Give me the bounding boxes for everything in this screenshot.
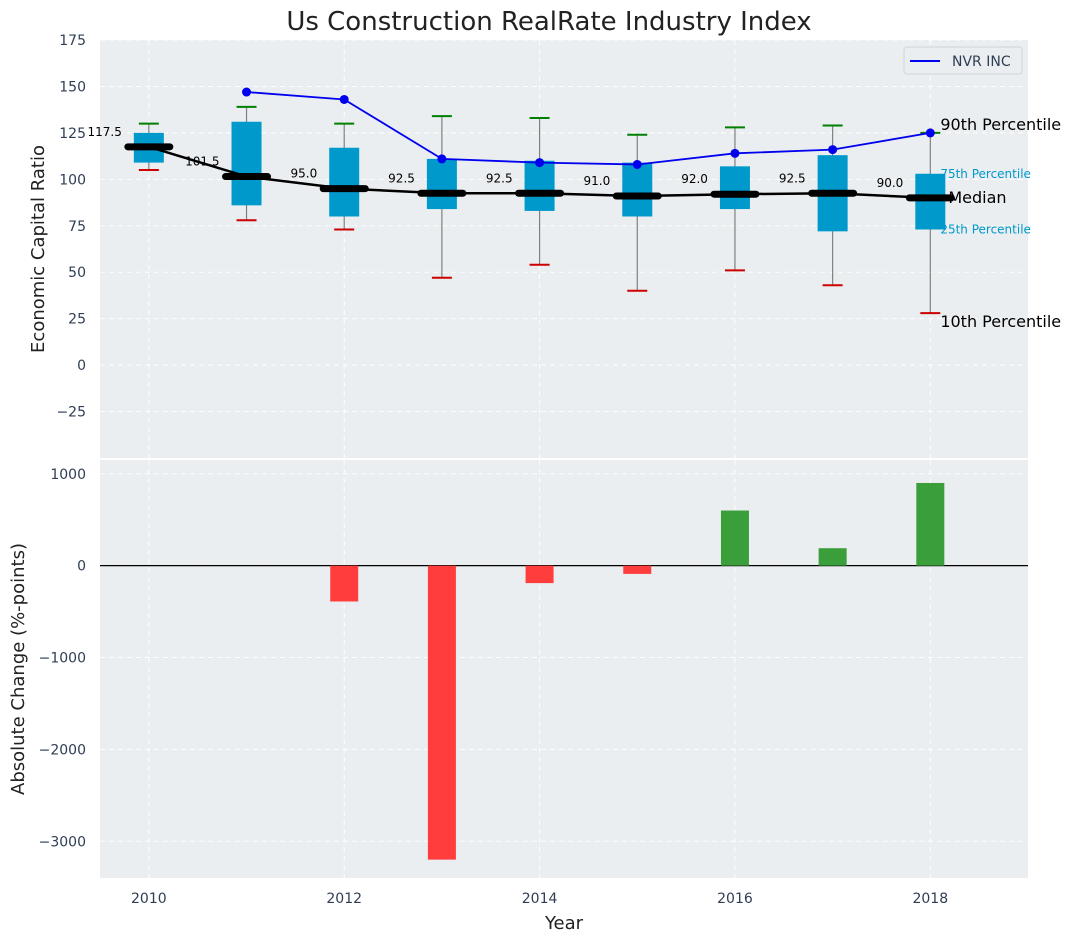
iqr-box — [231, 121, 262, 206]
iqr-box — [719, 166, 750, 210]
change-bar — [330, 565, 359, 602]
x-tick-label: 2014 — [522, 891, 558, 907]
company-point — [730, 148, 740, 158]
x-tick-label: 2018 — [912, 891, 948, 907]
median-value-label: 95.0 — [290, 167, 317, 181]
company-point — [632, 159, 642, 169]
bottom-y-tick-label: 0 — [77, 559, 86, 575]
legend-box — [903, 46, 1023, 75]
change-bar — [427, 565, 456, 860]
top-y-tick-label: 75 — [68, 219, 86, 235]
top-y-tick-label: 125 — [59, 126, 86, 142]
x-tick-label: 2012 — [326, 891, 362, 907]
median-value-label: 92.5 — [779, 171, 806, 185]
change-bar — [623, 565, 652, 574]
box-series: 117.5 101.5 95.0 92.5 92.5 91.0 92.0 92.5 90.0 — [87, 105, 955, 315]
chart-title: Us Construction RealRate Industry Index — [286, 7, 811, 37]
bottom-y-tick-label: −1000 — [39, 651, 86, 667]
median-value-label: 92.5 — [388, 171, 415, 185]
top-y-tick-label: 50 — [68, 265, 86, 281]
top-y-tick-label: 25 — [68, 312, 86, 328]
x-axis-label: Year — [544, 913, 584, 934]
median-value-label: 91.0 — [584, 174, 611, 188]
annotation-median: Median — [948, 188, 1006, 207]
company-line — [246, 91, 931, 166]
iqr-box — [426, 158, 457, 210]
bottom-y-tick-labels: −3000 −2000 −1000 0 1000 — [39, 467, 86, 850]
top-y-tick-label: 150 — [59, 79, 86, 95]
median-value-label: 117.5 — [87, 125, 121, 139]
change-bar — [720, 510, 749, 566]
top-y-axis-label: Economic Capital Ratio — [28, 145, 49, 353]
bottom-panel-background — [100, 460, 1028, 878]
top-y-tick-label: 100 — [59, 172, 86, 188]
x-tick-label: 2016 — [717, 891, 753, 907]
bottom-y-axis-label: Absolute Change (%-points) — [8, 543, 29, 795]
legend: NVR INC — [903, 46, 1023, 75]
top-y-tick-label: −25 — [56, 405, 86, 421]
company-point — [242, 87, 252, 97]
legend-label-nvr: NVR INC — [952, 54, 1011, 70]
percentile-annotations: 90th Percentile 75th Percentile Median 25th… — [940, 115, 1061, 331]
iqr-box — [329, 147, 360, 217]
company-point — [535, 158, 545, 168]
x-tick-label: 2010 — [131, 891, 167, 907]
change-bar — [916, 482, 945, 566]
top-y-tick-labels: −25 0 25 50 75 100 125 150 175 — [56, 33, 86, 421]
top-y-tick-label: 175 — [59, 33, 86, 49]
median-value-label: 101.5 — [185, 155, 219, 169]
change-bar — [818, 548, 847, 566]
change-bar — [525, 565, 554, 584]
top-panel-background — [100, 40, 1028, 458]
bottom-y-tick-label: −3000 — [39, 834, 86, 850]
iqr-box — [622, 162, 653, 217]
bottom-y-tick-label: 1000 — [50, 467, 86, 483]
top-y-tick-label: 0 — [77, 358, 86, 374]
median-value-label: 92.0 — [681, 172, 708, 186]
annotation-75th-percentile: 75th Percentile — [940, 167, 1031, 181]
annotation-90th-percentile: 90th Percentile — [940, 115, 1061, 134]
change-bars — [100, 482, 1028, 860]
company-point — [437, 154, 447, 164]
company-point — [828, 145, 838, 155]
bottom-y-tick-label: −2000 — [39, 742, 86, 758]
median-value-label: 90.0 — [877, 176, 904, 190]
company-series — [242, 87, 935, 169]
median-value-label: 92.5 — [486, 171, 513, 185]
company-point — [339, 94, 349, 104]
annotation-10th-percentile: 10th Percentile — [940, 312, 1061, 331]
annotation-25th-percentile: 25th Percentile — [940, 222, 1031, 236]
company-point — [925, 128, 935, 138]
iqr-box — [915, 173, 946, 230]
iqr-box — [524, 160, 555, 211]
x-tick-labels: 2010 2012 2014 2016 2018 — [131, 891, 948, 907]
